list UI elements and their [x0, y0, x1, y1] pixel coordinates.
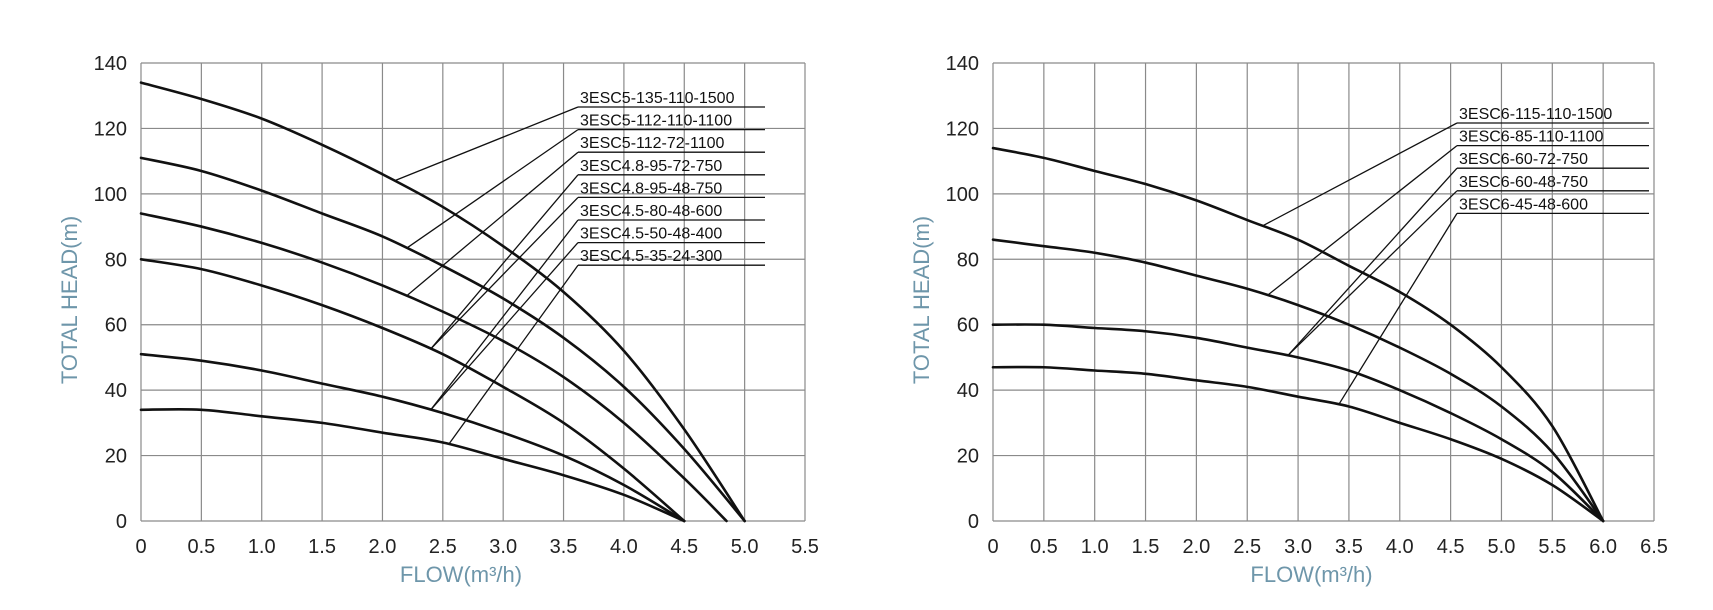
legend-leader-line [430, 242, 579, 411]
y-tick-label: 0 [116, 511, 127, 533]
legend-label: 3ESC4.8-95-72-750 [580, 158, 722, 175]
legend-leader-line [430, 196, 579, 350]
legend-label: 3ESC5-112-72-1100 [580, 135, 724, 152]
legend-label: 3ESC4.8-95-48-750 [580, 180, 722, 197]
chart-right: 0 0.5 1.0 1.5 2.0 2.5 3.0 3.5 4.0 4.5 5.0 5.5 6.0 6.5… [909, 53, 1668, 587]
y-tick-label: 20 [105, 446, 127, 468]
x-tick-label: 0 [987, 536, 998, 558]
x-tick-label: 2.5 [1233, 536, 1261, 558]
x-tick-label: 3.5 [550, 536, 578, 558]
legend-leader-line [448, 264, 579, 445]
y-tick-label: 60 [105, 315, 127, 337]
legend-label: 3ESC6-85-110-1100 [1459, 129, 1603, 146]
x-tick-label: 1.0 [1081, 536, 1109, 558]
legend-leader-line [1287, 167, 1458, 356]
y-tick-label: 120 [94, 118, 127, 140]
legend-label: 3ESC6-115-110-1500 [1459, 106, 1612, 123]
x-tick-label: 4.5 [670, 536, 698, 558]
legend-leader-line [406, 151, 579, 297]
legend-label: 3ESC5-112-110-1100 [580, 113, 732, 130]
legend-label: 3ESC6-60-72-750 [1459, 151, 1588, 168]
x-tick-label: 4.0 [1386, 536, 1414, 558]
legend-label: 3ESC4.5-80-48-600 [580, 203, 722, 220]
y-tick-label: 140 [94, 53, 127, 75]
grid [992, 62, 1655, 522]
series-curve [991, 365, 1605, 523]
x-tick-label: 0 [135, 536, 146, 558]
series-curve [139, 81, 746, 523]
x-tick-label: 5.0 [731, 536, 759, 558]
legend-leader-line [1338, 213, 1458, 405]
y-tick-label: 60 [957, 315, 979, 337]
x-tick-label: 3.0 [1284, 536, 1312, 558]
x-tick-label: 2.5 [429, 536, 457, 558]
y-tick-label: 80 [105, 249, 127, 271]
chart-left: 0 0.5 1.0 1.5 2.0 2.5 3.0 3.5 4.0 4.5 5.0 5.5 0 20 40 6… [57, 53, 819, 587]
legend-leader-line [406, 129, 579, 249]
series-curve [991, 146, 1605, 523]
x-tick-label: 4.5 [1437, 536, 1465, 558]
grid [140, 62, 806, 522]
y-axis-title: TOTAL HEAD(m) [57, 216, 82, 384]
y-axis-title: TOTAL HEAD(m) [909, 216, 934, 384]
y-tick-label: 80 [957, 249, 979, 271]
y-tick-label: 40 [105, 380, 127, 402]
x-tick-label: 2.0 [1182, 536, 1210, 558]
y-tick-label: 20 [957, 446, 979, 468]
x-tick-label: 0.5 [1030, 536, 1058, 558]
y-tick-label: 0 [968, 511, 979, 533]
series-curve [139, 156, 746, 523]
series-curve [991, 238, 1605, 523]
series-curve [139, 352, 686, 523]
legend-label: 3ESC6-60-48-750 [1459, 174, 1588, 191]
legend-label: 3ESC4.5-50-48-400 [580, 226, 722, 243]
series-curve [139, 257, 686, 523]
legend-leader-line [1262, 122, 1458, 227]
x-axis-title: FLOW(m³/h) [400, 562, 522, 587]
y-tick-label: 140 [946, 53, 979, 75]
legend-leader-line [1287, 190, 1458, 356]
legend-leader-line [394, 106, 579, 182]
series-curve [139, 212, 728, 523]
y-tick-label: 120 [946, 118, 979, 140]
x-tick-label: 5.0 [1488, 536, 1516, 558]
x-tick-label: 6.5 [1640, 536, 1668, 558]
x-tick-label: 4.0 [610, 536, 638, 558]
y-tick-label: 100 [946, 184, 979, 206]
legend-leader-line [430, 174, 579, 350]
series-curve [991, 323, 1605, 523]
x-tick-label: 2.0 [369, 536, 397, 558]
x-tick-label: 3.0 [489, 536, 517, 558]
legend-leader-line [1267, 145, 1458, 296]
x-tick-label: 1.0 [248, 536, 276, 558]
x-tick-label: 0.5 [187, 536, 215, 558]
y-tick-label: 100 [94, 184, 127, 206]
x-axis-title: FLOW(m³/h) [1250, 562, 1372, 587]
legend-label: 3ESC6-45-48-600 [1459, 196, 1588, 213]
x-tick-label: 5.5 [1538, 536, 1566, 558]
legend-label: 3ESC4.5-35-24-300 [580, 248, 722, 265]
legend-label: 3ESC5-135-110-1500 [580, 90, 735, 107]
x-tick-label: 6.0 [1589, 536, 1617, 558]
x-tick-label: 5.5 [791, 536, 819, 558]
legend-leader-line [430, 219, 579, 411]
x-tick-label: 1.5 [1132, 536, 1160, 558]
x-tick-label: 3.5 [1335, 536, 1363, 558]
y-tick-label: 40 [957, 380, 979, 402]
x-tick-label: 1.5 [308, 536, 336, 558]
series-curve [139, 407, 686, 523]
